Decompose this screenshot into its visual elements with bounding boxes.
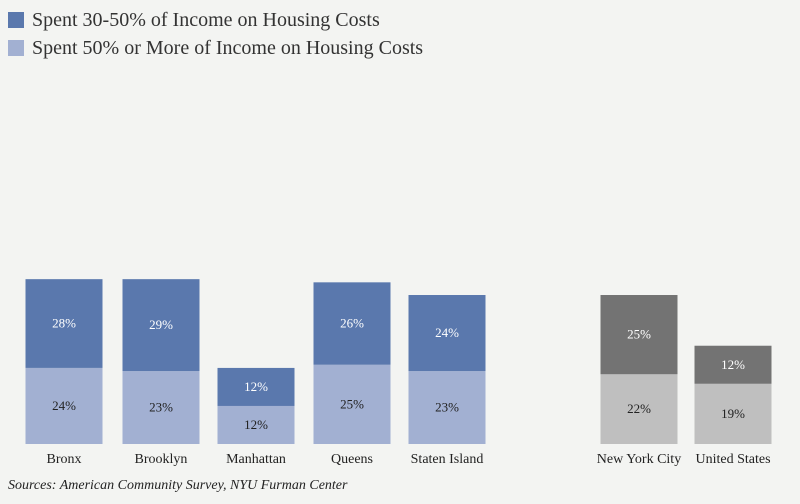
value-label-united-states-50-plus: 19% bbox=[721, 406, 745, 421]
legend-swatch-30-50 bbox=[8, 12, 24, 28]
category-label-brooklyn: Brooklyn bbox=[135, 452, 188, 467]
value-label-new-york-city-50-plus: 22% bbox=[627, 401, 651, 416]
value-label-new-york-city-30-50: 25% bbox=[627, 327, 651, 342]
value-label-manhattan-50-plus: 12% bbox=[244, 417, 268, 432]
value-label-united-states-30-50: 12% bbox=[721, 357, 745, 372]
bar-new-york-city-30-50 bbox=[600, 295, 678, 375]
bar-united-states-50-plus bbox=[694, 383, 772, 444]
value-label-manhattan-30-50: 12% bbox=[244, 379, 268, 394]
bar-staten-island-30-50 bbox=[408, 295, 486, 372]
bar-brooklyn-30-50 bbox=[122, 279, 200, 372]
category-label-bronx: Bronx bbox=[47, 452, 82, 467]
bar-staten-island-50-plus bbox=[408, 371, 486, 444]
bar-queens-30-50 bbox=[313, 282, 391, 365]
source-note: Sources: American Community Survey, NYU … bbox=[8, 478, 348, 493]
value-label-bronx-30-50: 28% bbox=[52, 316, 76, 331]
value-label-bronx-50-plus: 24% bbox=[52, 398, 76, 413]
legend-swatch-50-plus bbox=[8, 40, 24, 56]
value-label-staten-island-30-50: 24% bbox=[435, 325, 459, 340]
category-label-queens: Queens bbox=[331, 452, 373, 467]
legend-label-30-50: Spent 30-50% of Income on Housing Costs bbox=[32, 8, 380, 31]
category-label-new-york-city: New York City bbox=[597, 452, 681, 467]
chart-legend: Spent 30-50% of Income on Housing Costs … bbox=[8, 6, 423, 62]
value-label-brooklyn-30-50: 29% bbox=[149, 317, 173, 332]
bar-united-states-30-50 bbox=[694, 345, 772, 384]
legend-item-50-plus: Spent 50% or More of Income on Housing C… bbox=[8, 34, 423, 62]
legend-item-30-50: Spent 30-50% of Income on Housing Costs bbox=[8, 6, 423, 34]
value-label-brooklyn-50-plus: 23% bbox=[149, 400, 173, 415]
legend-label-50-plus: Spent 50% or More of Income on Housing C… bbox=[32, 36, 424, 59]
bar-manhattan-50-plus bbox=[217, 405, 295, 444]
category-label-staten-island: Staten Island bbox=[411, 452, 484, 467]
value-label-queens-30-50: 26% bbox=[340, 316, 364, 331]
bar-manhattan-30-50 bbox=[217, 367, 295, 406]
category-label-manhattan: Manhattan bbox=[226, 452, 286, 467]
bar-brooklyn-50-plus bbox=[122, 371, 200, 444]
bar-new-york-city-50-plus bbox=[600, 374, 678, 444]
bar-bronx-30-50 bbox=[25, 279, 103, 368]
value-label-queens-50-plus: 25% bbox=[340, 396, 364, 411]
bar-bronx-50-plus bbox=[25, 367, 103, 444]
bar-queens-50-plus bbox=[313, 364, 391, 444]
value-label-staten-island-50-plus: 23% bbox=[435, 400, 459, 415]
category-label-united-states: United States bbox=[695, 452, 770, 467]
